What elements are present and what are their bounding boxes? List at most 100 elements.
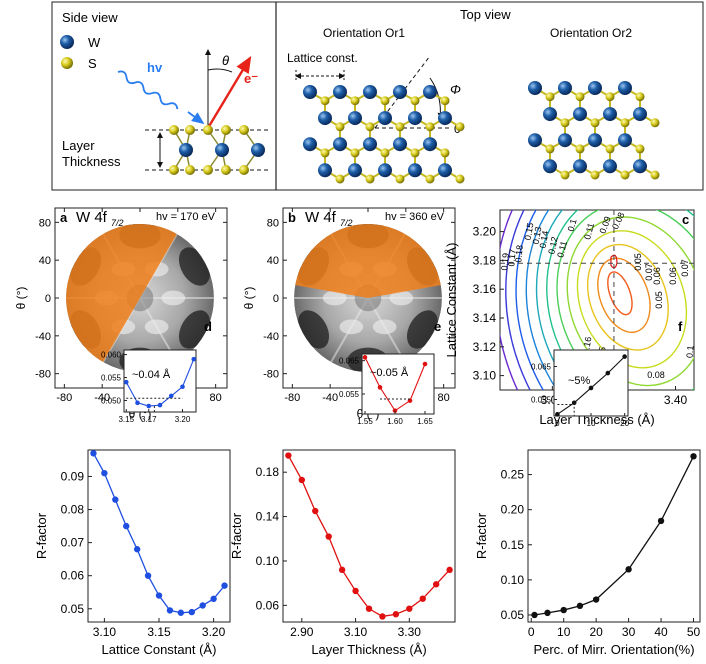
y-tick-label: 0.20 <box>501 503 525 517</box>
s-atom-icon <box>335 122 345 132</box>
data-point <box>210 595 217 603</box>
y-tick-label: 0 <box>273 293 279 305</box>
y-axis-label: R-factor <box>229 512 244 559</box>
s-atom-icon <box>410 96 420 106</box>
y-tick-label: 0.25 <box>501 468 525 482</box>
s-atom-icon <box>575 144 585 154</box>
inset-data-point <box>146 403 152 409</box>
x-axis-label: Perc. of Mirr. Orientation(%) <box>533 642 694 657</box>
w-atom-icon <box>528 133 542 148</box>
w-atom-icon <box>251 143 265 157</box>
inset-y-tick-label: 0.055 <box>101 374 122 383</box>
data-point <box>419 595 426 602</box>
inset-data-point <box>377 385 383 390</box>
s-atom-legend-icon <box>61 57 73 69</box>
w-atom-icon <box>378 163 392 178</box>
y-tick-label: 0.14 <box>256 510 280 524</box>
s-atom-icon <box>650 118 660 128</box>
inset-data-point <box>157 402 163 408</box>
lattice-const-label: Lattice const. <box>287 51 358 65</box>
w-atom-icon <box>348 111 362 126</box>
s-atom-icon <box>575 92 585 102</box>
w-atom-icon <box>363 85 377 99</box>
data-point <box>352 587 359 595</box>
phi-label: Φ <box>450 82 461 97</box>
w-atom-icon <box>543 107 557 122</box>
w-atom-icon <box>558 133 572 148</box>
y-tick-label: 80 <box>267 217 279 229</box>
w-atom-icon <box>408 111 422 126</box>
w-atom-icon <box>303 137 317 152</box>
s-atom-icon <box>635 92 645 102</box>
s-atom-icon <box>203 165 213 175</box>
x-axis-label: Lattice Constant (Å) <box>102 642 217 657</box>
s-atom-icon <box>380 96 390 106</box>
w-atom-icon <box>633 107 647 122</box>
data-point <box>592 596 600 603</box>
w-atom-icon <box>408 163 422 178</box>
thickness-label: Thickness <box>62 154 121 169</box>
s-atom-icon <box>320 96 330 106</box>
s-atom-icon <box>395 174 405 184</box>
panel-c-contours: 0.190.170.180.150.130.140.120.110.1 0.11 0… <box>500 210 694 390</box>
data-point <box>133 546 141 553</box>
legend-s-label: S <box>88 56 97 71</box>
panel-a-orange-sector <box>66 224 177 363</box>
s-atom-icon <box>620 170 630 180</box>
data-point <box>446 566 453 574</box>
contour-label: 0.08 <box>647 370 665 380</box>
w-atom-icon <box>303 85 317 99</box>
y-tick-label: 3.10 <box>473 369 497 383</box>
s-atom-icon <box>365 122 375 132</box>
s-atom-icon <box>221 165 231 175</box>
hv-label: hv <box>147 60 163 75</box>
data-point <box>90 450 97 457</box>
x-tick-label: 30 <box>622 625 636 639</box>
y-axis-label: θ (°) <box>242 287 256 310</box>
data-point <box>432 581 440 588</box>
contour-line <box>576 230 688 369</box>
theta-arc <box>207 68 233 73</box>
s-atom-icon <box>620 118 630 128</box>
w-atom-icon <box>603 159 617 174</box>
data-point <box>392 611 400 618</box>
y-tick-label: -40 <box>35 331 51 343</box>
x-tick-label: 40 <box>654 625 668 639</box>
y-tick-label: 0.09 <box>61 469 85 483</box>
plot-frame <box>527 449 701 623</box>
y-tick-label: 0.08 <box>61 503 85 517</box>
w-atom-icon <box>318 111 332 126</box>
inset-data-point <box>407 398 413 403</box>
y-axis-label: R-factor <box>474 512 489 559</box>
contour-line <box>525 210 694 390</box>
w-atom-icon <box>633 159 647 174</box>
y-tick-label: 3.14 <box>473 311 497 325</box>
inset-x-tick-label: 3.15 <box>118 415 134 424</box>
inset-data-point <box>191 356 197 362</box>
y-tick-label: 0 <box>45 293 51 305</box>
s-atom-icon <box>425 174 435 184</box>
y-tick-label: -80 <box>35 369 51 381</box>
contour-label: 0.07 <box>644 263 654 281</box>
panel-b-energy: hv = 360 eV <box>385 211 445 223</box>
s-atom-icon <box>590 170 600 180</box>
panel-d: 3.10 3.15 3.20 0.05 0.06 0.07 0.08 0.09 Lattice … <box>34 319 231 657</box>
data-point <box>144 572 152 579</box>
s-atom-icon <box>169 125 179 135</box>
data-point <box>312 507 319 515</box>
contour-label: 0.11 <box>582 222 596 241</box>
y-tick-label: -40 <box>263 331 279 343</box>
contour-line <box>556 210 694 390</box>
s-atom-icon <box>169 165 179 175</box>
w-atom-icon <box>378 111 392 126</box>
data-point <box>531 611 538 619</box>
series-line <box>534 456 695 616</box>
photon-arrow <box>187 111 205 125</box>
s-atom-icon <box>350 96 360 106</box>
data-point <box>112 496 119 503</box>
theta-label: θ <box>222 53 229 68</box>
y-tick-label: 0.10 <box>501 573 525 587</box>
x-tick-label: 80 <box>438 392 450 404</box>
panel-a-energy: hv = 170 eV <box>156 211 216 223</box>
